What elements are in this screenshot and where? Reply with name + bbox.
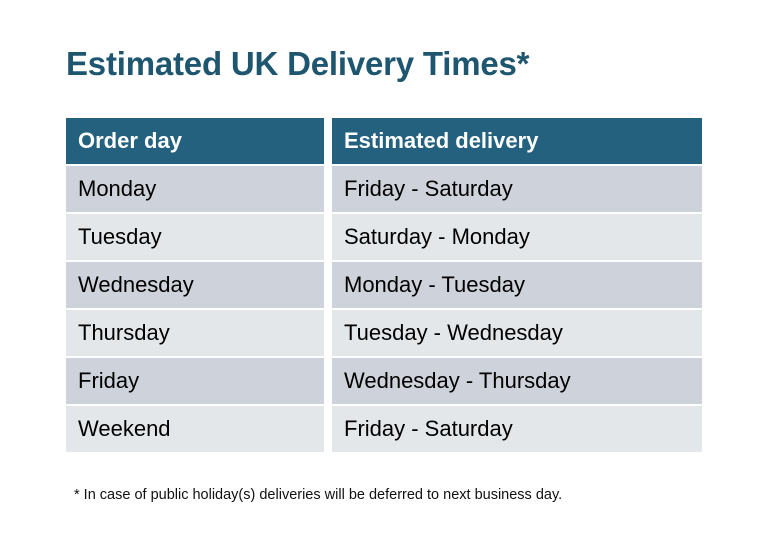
table-row: Thursday Tuesday - Wednesday: [66, 310, 702, 356]
page-title: Estimated UK Delivery Times*: [66, 45, 530, 82]
cell-order-day: Weekend: [66, 406, 324, 452]
footnote-text: * In case of public holiday(s) deliverie…: [74, 487, 563, 503]
column-separator: [324, 166, 332, 212]
cell-order-day: Thursday: [66, 310, 324, 356]
column-separator: [324, 406, 332, 452]
column-separator: [324, 214, 332, 260]
column-separator: [324, 358, 332, 404]
column-separator: [324, 262, 332, 308]
cell-order-day: Friday: [66, 358, 324, 404]
table-header-row: Order day Estimated delivery: [66, 118, 702, 164]
table-row: Tuesday Saturday - Monday: [66, 214, 702, 260]
cell-estimated-delivery: Wednesday - Thursday: [332, 358, 702, 404]
delivery-times-table: Order day Estimated delivery Monday Frid…: [66, 118, 702, 454]
cell-estimated-delivery: Saturday - Monday: [332, 214, 702, 260]
cell-estimated-delivery: Monday - Tuesday: [332, 262, 702, 308]
cell-order-day: Tuesday: [66, 214, 324, 260]
table-row: Wednesday Monday - Tuesday: [66, 262, 702, 308]
table-row: Monday Friday - Saturday: [66, 166, 702, 212]
cell-order-day: Wednesday: [66, 262, 324, 308]
cell-order-day: Monday: [66, 166, 324, 212]
column-header-estimated-delivery: Estimated delivery: [332, 118, 702, 164]
column-separator: [324, 118, 332, 164]
column-header-order-day: Order day: [66, 118, 324, 164]
table-row: Weekend Friday - Saturday: [66, 406, 702, 452]
column-separator: [324, 310, 332, 356]
cell-estimated-delivery: Friday - Saturday: [332, 166, 702, 212]
cell-estimated-delivery: Tuesday - Wednesday: [332, 310, 702, 356]
cell-estimated-delivery: Friday - Saturday: [332, 406, 702, 452]
table-row: Friday Wednesday - Thursday: [66, 358, 702, 404]
